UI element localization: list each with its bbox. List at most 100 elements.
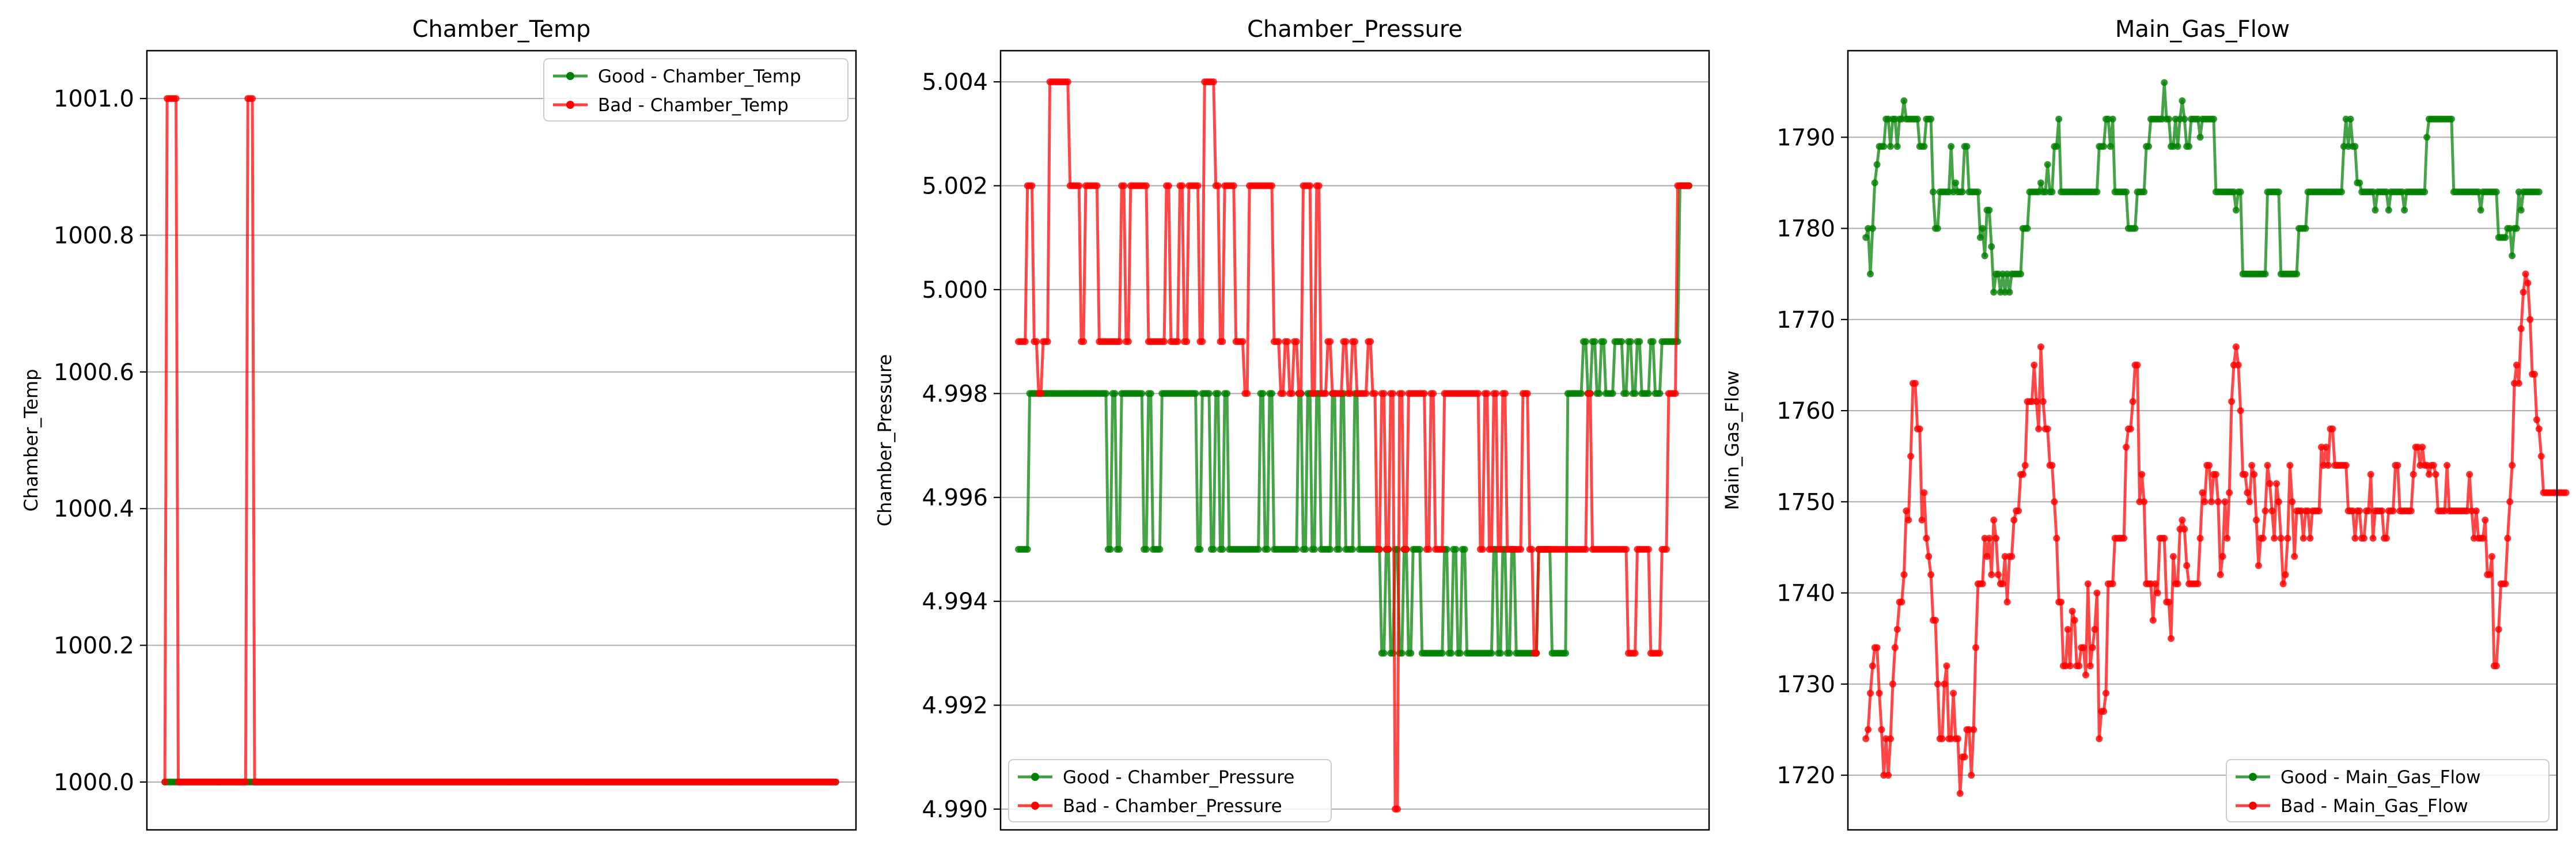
chart-chamber-pressure-series-bad-point <box>1430 390 1437 397</box>
chart-main-gas-flow-series-bad-point <box>2275 498 2282 506</box>
chart-chamber-pressure-series-bad-point <box>1179 182 1186 189</box>
chart-chamber-pressure-series-good-point <box>1259 390 1267 397</box>
chart-main-gas-flow-series-bad-point <box>1903 507 1910 515</box>
chart-chamber-pressure-series-bad-point <box>1403 545 1410 553</box>
chart-chamber-pressure-series-bad-point <box>1351 338 1358 346</box>
chart-chamber-pressure-series-good-point <box>1380 650 1388 657</box>
chart-main-gas-flow-series-bad-point <box>2237 407 2244 415</box>
chart-main-gas-flow-series-bad-point <box>1907 453 1915 460</box>
chart-chamber-pressure-series-bad-point <box>1161 338 1168 346</box>
chart-main-gas-flow-series-good-point <box>2423 134 2431 141</box>
chart-main-gas-flow-series-bad-point <box>2141 498 2148 506</box>
chart-chamber-pressure-series-bad-point <box>1033 338 1040 346</box>
chart-main-gas-flow-series-bad-point <box>1956 790 1964 797</box>
chart-main-gas-flow-series-good-point <box>2131 225 2139 232</box>
chart-main-gas-flow-series-good-point <box>2181 115 2188 123</box>
chart-main-gas-flow-series-bad-point <box>1891 644 1899 651</box>
chart-panel-chamber-temp: 1000.0 1000.2 1000.4 1000.6 1000.8 1001.0 Cham… <box>20 16 857 831</box>
chart-main-gas-flow-series-bad-point <box>2394 462 2401 469</box>
chart-chamber-pressure-series-bad-point <box>1174 338 1181 346</box>
chart-main-gas-flow-series-bad-point <box>2324 462 2332 469</box>
chart-chamber-pressure-series-good-point <box>1596 390 1603 397</box>
chart-main-gas-flow-series-bad-point <box>2264 462 2271 469</box>
chart-main-gas-flow-legend-box <box>2226 759 2550 822</box>
chart-main-gas-flow-series-bad-point <box>2266 480 2274 487</box>
chart-main-gas-flow-series-bad-point <box>2246 498 2253 506</box>
chart-main-gas-flow-series-bad-point <box>2426 471 2433 478</box>
chart-main-gas-flow-series-good-point <box>2174 143 2181 150</box>
chart-chamber-pressure-series-bad-point <box>1685 182 1692 189</box>
chart-main-gas-flow-ytick-label: 1780 <box>1776 216 1835 242</box>
chart-main-gas-flow-series-bad-point <box>1979 580 1986 587</box>
chart-main-gas-flow-series-bad-point <box>2289 498 2296 506</box>
chart-main-gas-flow-series-bad-point <box>2259 534 2267 542</box>
chart-main-gas-flow-series-bad-point <box>2251 471 2258 478</box>
chart-main-gas-flow-series-bad-point <box>2064 625 2071 633</box>
chart-chamber-pressure-series-bad-point <box>1322 390 1329 397</box>
chart-main-gas-flow-series-good-point <box>2210 115 2217 123</box>
chart-chamber-pressure-series-good-point <box>1255 545 1262 553</box>
chart-chamber-pressure-series-bad-point <box>1210 78 1217 86</box>
chart-main-gas-flow-series-bad-point <box>2517 325 2525 332</box>
chart-main-gas-flow-series-good-point <box>2535 188 2543 196</box>
chart-chamber-pressure-series-bad-point <box>1501 390 1509 397</box>
chart-main-gas-flow-series-good-point <box>2421 188 2429 196</box>
chart-chamber-pressure-series-bad-point <box>1582 545 1589 553</box>
chart-main-gas-flow-series-bad-point <box>2084 580 2092 587</box>
chart-main-gas-flow-series-good-point <box>2048 188 2056 196</box>
chart-main-gas-flow-series-bad-point <box>1931 617 1939 624</box>
chart-main-gas-flow-series-bad-point <box>2226 489 2233 496</box>
chart-main-gas-flow-series-good-point <box>2448 115 2455 123</box>
chart-main-gas-flow-series-bad-point <box>1999 580 2006 587</box>
chart-chamber-pressure-series-good-point <box>1656 390 1664 397</box>
chart-chamber-pressure-series-bad-point <box>1488 545 1495 553</box>
chart-chamber-pressure-series-bad-point <box>1362 390 1370 397</box>
chart-chamber-pressure-series-good-point <box>1609 390 1616 397</box>
chart-chamber-pressure-series-good-point <box>1627 338 1634 346</box>
chart-main-gas-flow-series-good-point <box>2179 97 2186 104</box>
chart-main-gas-flow-series-bad-point <box>2019 471 2026 478</box>
chart-main-gas-flow-series-bad-point <box>2526 316 2534 323</box>
chart-chamber-pressure-ytick-label: 4.992 <box>922 693 988 719</box>
chart-chamber-pressure-series-bad-point <box>1372 390 1378 397</box>
chart-main-gas-flow-series-bad-point <box>1873 644 1881 651</box>
chart-main-gas-flow-series-bad-point <box>2502 580 2509 587</box>
chart-chamber-temp-ytick-label: 1001.0 <box>54 86 134 112</box>
chart-chamber-pressure-series-good-point <box>1582 338 1589 346</box>
chart-chamber-pressure-series-good-point <box>1649 338 1657 346</box>
chart-chamber-pressure-series-good-point <box>1024 545 1031 553</box>
chart-main-gas-flow-series-bad-point <box>2179 517 2186 523</box>
chart-chamber-temp-ytick-label: 1000.6 <box>54 359 134 386</box>
chart-main-gas-flow-series-bad-point <box>2277 534 2285 542</box>
chart-chamber-pressure-series-bad-point <box>1385 545 1392 553</box>
chart-chamber-pressure-series-bad-point <box>1037 390 1045 397</box>
chart-main-gas-flow-series-bad-point <box>2342 462 2350 469</box>
chart-main-gas-flow-series-bad-point <box>2432 471 2439 478</box>
chart-main-gas-flow-series-bad-point <box>2089 644 2096 651</box>
chart-chamber-pressure-series-bad-point <box>1297 390 1305 397</box>
chart-main-gas-flow-series-bad-point <box>2488 553 2495 560</box>
chart-main-gas-flow-series-bad-point <box>1876 689 1883 697</box>
chart-chamber-pressure-series-bad-point <box>1275 338 1282 346</box>
chart-main-gas-flow-series-bad-point <box>2093 589 2101 597</box>
chart-main-gas-flow-series-bad-point <box>1923 534 1930 542</box>
chart-chamber-pressure-series-good-point <box>1302 545 1309 553</box>
chart-chamber-pressure-series-good-point <box>1349 545 1357 553</box>
chart-chamber-pressure-series-good-point <box>1116 545 1123 553</box>
chart-main-gas-flow-series-bad-point <box>1889 680 1896 688</box>
chart-main-gas-flow-series-bad-point <box>2261 507 2269 515</box>
chart-main-gas-flow-series-bad-point <box>2515 380 2522 387</box>
chart-main-gas-flow-series-good-point <box>1869 225 1876 232</box>
chart-main-gas-flow-series-bad-point <box>2051 498 2058 506</box>
chart-chamber-pressure-series-bad-point <box>1398 390 1406 397</box>
chart-chamber-pressure-legend: Good - Chamber_Pressure Bad - Chamber_Pre… <box>1008 759 1332 822</box>
chart-chamber-pressure-series-good-point <box>1219 545 1226 553</box>
chart-chamber-pressure-series-bad-point <box>1219 338 1226 346</box>
chart-main-gas-flow-series-bad-point <box>2329 425 2336 433</box>
chart-main-gas-flow-series-bad-point <box>2562 489 2570 496</box>
chart-main-gas-flow-series-good-point <box>2502 234 2509 241</box>
chart-chamber-temp-series-bad-point <box>161 778 169 786</box>
chart-main-gas-flow-series-good-point <box>1871 179 1878 187</box>
chart-main-gas-flow-series-bad-point <box>1970 726 1978 733</box>
chart-main-gas-flow-series-good-point <box>2477 206 2484 214</box>
